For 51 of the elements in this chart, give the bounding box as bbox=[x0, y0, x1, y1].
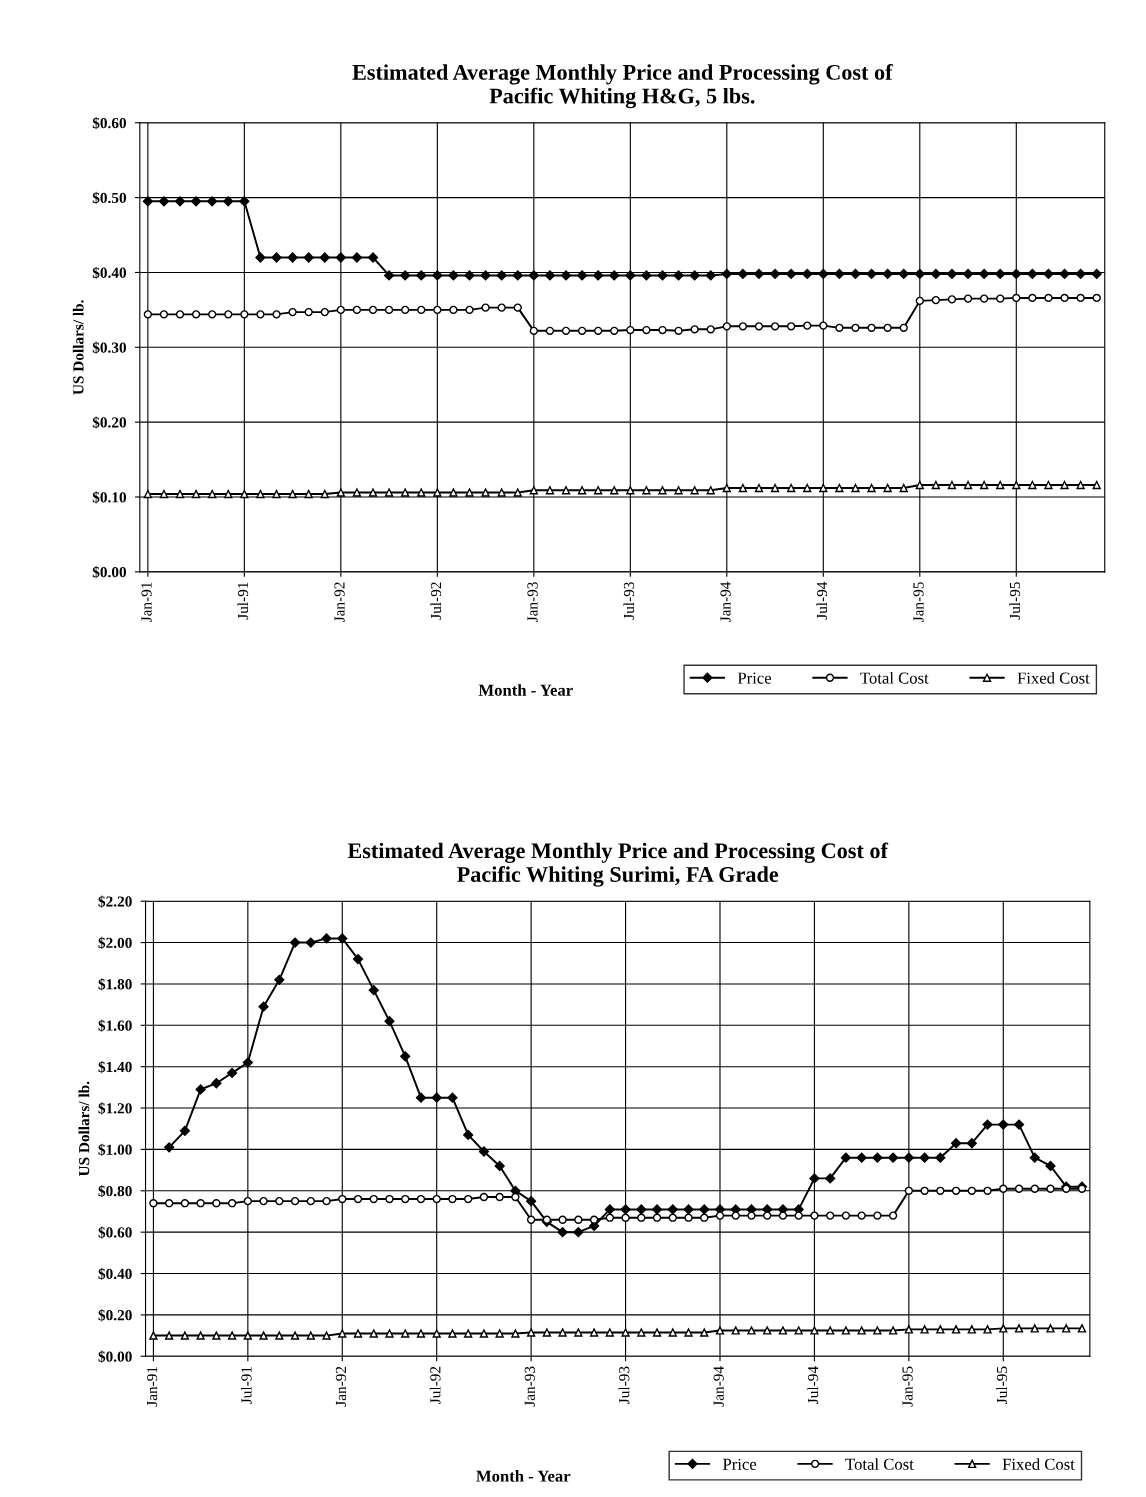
legend-label: Price bbox=[737, 672, 772, 684]
x-tick-label: Jul-92 bbox=[430, 582, 442, 620]
x-tick-label: Jul-93 bbox=[623, 582, 635, 620]
x-tick-label: Jul-95 bbox=[1009, 582, 1021, 620]
y-tick-label: $1.40 bbox=[98, 1060, 132, 1074]
y-axis-title: US Dollars/ lb. bbox=[72, 300, 84, 395]
x-tick-label: Jul-94 bbox=[807, 1366, 819, 1404]
x-tick-label: Jan-94 bbox=[720, 581, 731, 622]
y-tick-label: $0.50 bbox=[92, 191, 127, 205]
legend-label: Price bbox=[722, 1458, 757, 1470]
chart-title: Estimated Average Monthly Price and Processing Cost of Pacific Whiting H&G, 5 lbs. bbox=[352, 63, 893, 109]
y-tick-label: $0.30 bbox=[92, 341, 127, 354]
y-tick-label: $0.20 bbox=[98, 1309, 132, 1322]
y-tick-label: $0.40 bbox=[98, 1267, 132, 1280]
y-axis-title: US Dollars/ lb. bbox=[78, 1081, 90, 1177]
y-tick-label: $0.20 bbox=[92, 416, 127, 429]
x-axis-title: Month - Year bbox=[476, 1470, 571, 1482]
y-tick-label: $0.10 bbox=[92, 491, 127, 504]
y-tick-label: $0.80 bbox=[98, 1185, 132, 1198]
chart-title: Estimated Average Monthly Price and Processing Cost of Pacific Whiting Surimi, FA Grade bbox=[347, 842, 889, 887]
legend-label: Fixed Cost bbox=[1002, 1458, 1075, 1470]
x-tick-label: Jul-91 bbox=[237, 582, 249, 620]
x-tick-label: Jan-91 bbox=[141, 582, 152, 622]
x-axis-title: Month - Year bbox=[478, 684, 573, 696]
x-tick-label: Jul-94 bbox=[816, 581, 828, 620]
x-tick-label: Jul-95 bbox=[996, 1366, 1008, 1404]
y-tick-label: $0.40 bbox=[92, 266, 127, 279]
x-tick-label: Jan-93 bbox=[527, 582, 538, 622]
x-tick-label: Jul-91 bbox=[240, 1366, 252, 1404]
x-tick-label: Jan-95 bbox=[913, 582, 924, 622]
y-tick-label: $2.00 bbox=[98, 936, 132, 950]
x-tick-label: Jul-92 bbox=[429, 1366, 441, 1404]
legend-label: Total Cost bbox=[860, 671, 929, 684]
x-tick-label: Jul-93 bbox=[618, 1366, 630, 1404]
y-tick-label: $0.00 bbox=[92, 566, 127, 579]
y-tick-label: $1.20 bbox=[98, 1102, 132, 1115]
y-tick-label: $1.00 bbox=[98, 1143, 132, 1156]
legend-label: Total Cost bbox=[845, 1458, 914, 1470]
x-tick-label: Jan-93 bbox=[524, 1366, 535, 1407]
y-tick-label: $1.60 bbox=[98, 1019, 132, 1032]
x-tick-label: Jan-95 bbox=[902, 1366, 913, 1407]
legend-label: Fixed Cost bbox=[1017, 671, 1090, 684]
x-tick-label: Jan-91 bbox=[146, 1366, 158, 1407]
y-tick-label: $1.80 bbox=[98, 978, 132, 991]
y-tick-label: $0.60 bbox=[98, 1226, 132, 1239]
y-tick-label: $0.60 bbox=[92, 116, 127, 130]
x-tick-label: Jan-92 bbox=[334, 582, 345, 622]
x-tick-label: Jan-92 bbox=[335, 1366, 347, 1407]
y-tick-label: $0.00 bbox=[98, 1350, 132, 1363]
x-tick-label: Jan-94 bbox=[713, 1366, 724, 1407]
y-tick-label: $2.20 bbox=[98, 895, 132, 908]
